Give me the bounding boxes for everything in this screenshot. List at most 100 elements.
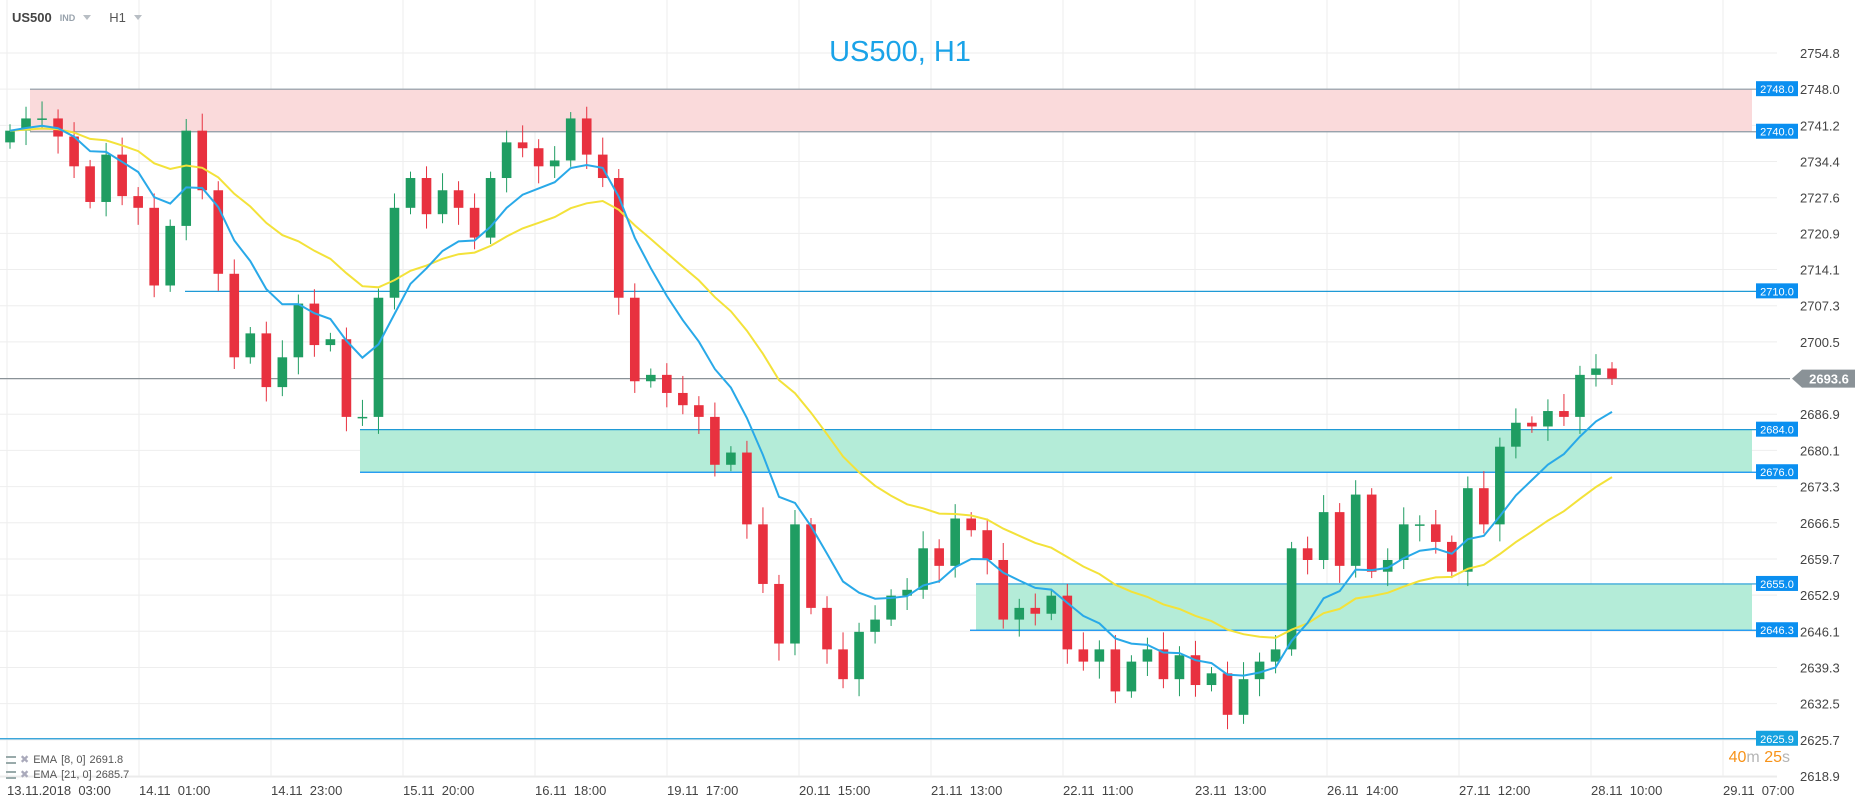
candle-body	[1511, 422, 1521, 447]
candle	[1607, 362, 1617, 385]
candle-body	[5, 130, 15, 143]
settings-icon[interactable]	[6, 755, 16, 764]
settings-icon[interactable]	[6, 770, 16, 779]
x-tick-label: 28.11 10:00	[1591, 783, 1662, 798]
chevron-down-icon[interactable]	[133, 15, 142, 20]
zone-bottom-label-box	[1756, 622, 1798, 638]
candle-body	[405, 178, 416, 208]
candle-body	[421, 178, 432, 215]
candle	[726, 446, 736, 472]
candle-body	[758, 524, 768, 584]
candle-body	[341, 339, 352, 417]
candle-body	[1270, 649, 1281, 662]
candle	[886, 589, 896, 626]
candle-body	[645, 374, 656, 382]
candle-body	[1142, 649, 1153, 662]
candle-body	[1302, 548, 1313, 561]
candle-body	[1414, 524, 1425, 526]
candle-body	[229, 273, 240, 358]
candle	[517, 125, 528, 158]
candle	[1511, 408, 1521, 459]
candle	[1254, 652, 1265, 697]
candle	[822, 596, 832, 664]
zone-bottom-label-box	[1756, 464, 1798, 480]
chart-header: US500 IND H1	[12, 10, 142, 25]
x-tick-label: 15.11 20:00	[403, 783, 474, 798]
candle-body	[469, 207, 480, 238]
candle-body	[1238, 679, 1249, 715]
bar-countdown: 40m 25s	[1729, 749, 1790, 767]
candle-body	[133, 196, 143, 208]
legend-label: EMA	[33, 753, 58, 766]
candle	[293, 294, 304, 375]
close-icon[interactable]: ✖	[20, 754, 30, 766]
candle	[1190, 640, 1201, 697]
candle-body	[678, 392, 688, 406]
countdown-m: m	[1746, 749, 1760, 766]
zone-top-label: 2655.0	[1760, 579, 1794, 591]
candle	[710, 402, 720, 477]
symbol-selector[interactable]: US500	[12, 10, 52, 25]
candle-body	[1222, 673, 1233, 715]
candle-body	[1126, 661, 1137, 692]
candle	[1174, 646, 1185, 697]
candle	[549, 146, 560, 179]
candle-body	[1575, 374, 1585, 417]
legend-value: 2691.8	[89, 753, 124, 766]
y-tick-label: 2714.1	[1800, 263, 1840, 278]
candle	[197, 113, 208, 200]
candle-body	[69, 136, 79, 167]
candle-body	[1430, 524, 1441, 542]
candle-body	[1527, 422, 1537, 427]
candle	[806, 517, 816, 615]
candle	[629, 283, 640, 393]
candle	[662, 363, 672, 408]
ema-8-line	[9, 124, 1613, 677]
candle-body	[181, 130, 192, 226]
candle-body	[790, 524, 800, 644]
y-tick-label: 2618.9	[1800, 769, 1840, 784]
candle-body	[998, 560, 1009, 620]
y-tick-label: 2700.5	[1800, 335, 1840, 350]
candle	[1479, 471, 1489, 534]
legend-ema-8[interactable]: ✖ EMA [8, 0] 2691.8	[6, 753, 123, 766]
legend-ema-21[interactable]: ✖ EMA [21, 0] 2685.7	[6, 768, 129, 781]
candle-body	[325, 339, 336, 346]
y-tick-label: 2639.3	[1800, 660, 1840, 675]
candle	[309, 289, 320, 357]
close-icon[interactable]: ✖	[20, 769, 30, 781]
candle-body	[501, 142, 512, 179]
candle-body	[1190, 655, 1201, 686]
x-tick-label: 14.11 23:00	[271, 783, 342, 798]
chevron-down-icon[interactable]	[83, 15, 92, 20]
timeframe-selector[interactable]: H1	[109, 10, 126, 25]
candle-body	[854, 631, 864, 680]
candle	[485, 171, 496, 244]
candle	[613, 168, 624, 315]
zone-top-label-box	[1756, 575, 1798, 591]
candle	[742, 440, 752, 539]
candle	[1238, 662, 1249, 724]
candle-body	[21, 118, 31, 131]
legend-params: [21, 0]	[61, 768, 92, 781]
candle-body	[902, 589, 912, 596]
candle	[341, 327, 352, 432]
candle-body	[533, 148, 544, 167]
candle-body	[1158, 649, 1169, 680]
candle-body	[934, 548, 944, 566]
zone-bottom-label: 2740.0	[1760, 127, 1794, 139]
candle-body	[485, 178, 496, 238]
level-label-box	[1756, 730, 1798, 746]
candle	[1206, 666, 1217, 692]
candle-body	[822, 607, 832, 650]
level-label: 2710.0	[1760, 286, 1794, 298]
candle-body	[1446, 541, 1457, 572]
candle-body	[517, 142, 528, 149]
resistance-zone	[30, 89, 1752, 132]
candle-body	[149, 207, 159, 286]
y-tick-label: 2720.9	[1800, 226, 1840, 241]
candle	[245, 326, 256, 364]
candle	[421, 166, 432, 229]
candle-body	[581, 118, 592, 155]
